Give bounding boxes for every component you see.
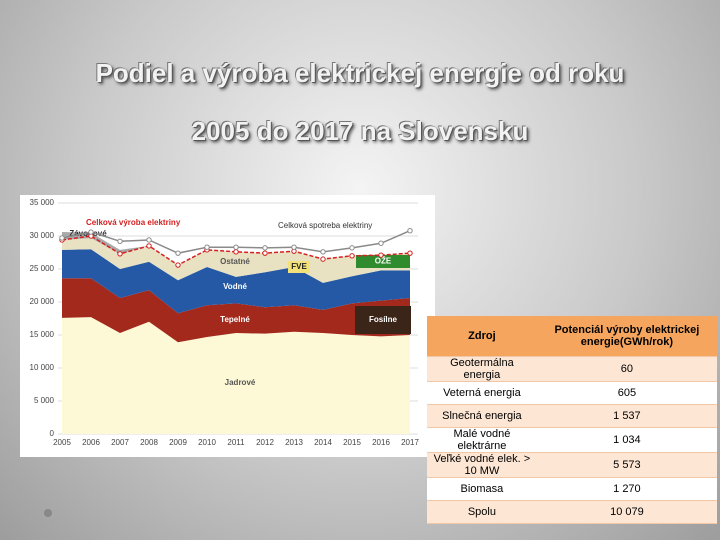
cell: 60 (536, 356, 717, 382)
y-tick-label: 15 000 (30, 330, 55, 339)
cell: Biomasa (427, 477, 537, 501)
annotation: Fosílne (369, 315, 398, 324)
cell: 1 270 (536, 477, 717, 501)
y-tick-label: 5 000 (34, 396, 55, 405)
annotation-box (356, 255, 410, 268)
area-label: Tepelné (220, 315, 250, 324)
header-row: Zdroj Potenciál výroby elektrickej energi… (427, 316, 717, 357)
marker (117, 238, 123, 244)
marker (88, 229, 94, 235)
cell: 10 079 (536, 500, 717, 524)
cell: Slnečná energia (427, 404, 537, 428)
marker (117, 251, 123, 257)
area-label: Ostatné (220, 257, 250, 266)
y-tick-label: 20 000 (30, 297, 55, 306)
annotation-box (288, 261, 310, 273)
x-tick-label: 2016 (372, 438, 390, 447)
row: Malé vodné elektrárne 1 034 (427, 427, 717, 453)
marker (378, 252, 384, 258)
x-tick-label: 2012 (256, 438, 274, 447)
x-tick-label: 2013 (285, 438, 303, 447)
x-tick-label: 2005 (53, 438, 71, 447)
header-cell: Potenciál výroby elektrickej energie(GWh… (536, 316, 717, 357)
x-tick-label: 2015 (343, 438, 361, 447)
cell: Malé vodné elektrárne (427, 427, 537, 453)
marker (233, 249, 239, 255)
annotation: OŽE (375, 257, 392, 266)
marker (320, 249, 326, 255)
marker (349, 253, 355, 259)
x-tick-label: 2017 (401, 438, 419, 447)
header-cell: Zdroj (427, 316, 537, 357)
marker (262, 250, 268, 256)
area (62, 278, 410, 343)
marker (146, 243, 152, 249)
cell: Spolu (427, 500, 537, 524)
marker (59, 235, 65, 241)
potential-table: Zdroj Potenciál výroby elektrickej energi… (427, 316, 717, 524)
marker (407, 250, 413, 256)
marker (407, 228, 413, 234)
annotation-box (355, 306, 411, 334)
row: Spolu 10 079 (427, 500, 717, 524)
cell: 605 (536, 381, 717, 405)
x-tick-label: 2011 (227, 438, 245, 447)
marker (146, 237, 152, 243)
x-tick-label: 2006 (82, 438, 100, 447)
row: Veterná energia 605 (427, 381, 717, 405)
x-tick-label: 2007 (111, 438, 129, 447)
title-line: 2005 do 2017 na Slovensku (191, 116, 529, 146)
y-tick-label: 30 000 (30, 231, 55, 240)
y-tick-label: 25 000 (30, 264, 55, 273)
cell: 5 573 (536, 452, 717, 478)
title-line: Podiel a výroba elektrickej energie od r… (95, 58, 625, 88)
x-tick-label: 2009 (169, 438, 187, 447)
marker (262, 245, 268, 251)
area (62, 237, 410, 283)
annotation: FVE (291, 262, 307, 271)
line-label: Celková spotreba elektriny (278, 221, 372, 230)
marker (175, 262, 181, 268)
y-tick-label: 10 000 (30, 363, 55, 372)
area (62, 232, 410, 266)
x-tick-label: 2014 (314, 438, 332, 447)
row: Geotermálna energia 60 (427, 356, 717, 382)
marker (349, 245, 355, 251)
marker (320, 256, 326, 262)
x-tick-label: 2010 (198, 438, 216, 447)
bullet (44, 509, 52, 517)
marker (378, 240, 384, 246)
row: Slnečná energia 1 537 (427, 404, 717, 428)
marker (175, 250, 181, 256)
cell: Geotermálna energia (427, 356, 537, 382)
area-label: Závodové (69, 229, 107, 238)
cell: 1 537 (536, 404, 717, 428)
line-label: Celková výroba elektriny (86, 218, 181, 227)
area-label: Jadrové (225, 378, 256, 387)
marker (233, 244, 239, 250)
y-tick-label: 35 000 (30, 198, 55, 207)
y-tick-label: 0 (50, 429, 55, 438)
row: Veľké vodné elek. > 10 MW 5 573 (427, 452, 717, 478)
cell: Veterná energia (427, 381, 537, 405)
area-label: Vodné (223, 282, 247, 291)
marker (291, 244, 297, 250)
row: Biomasa 1 270 (427, 477, 717, 501)
marker (204, 244, 210, 250)
x-tick-label: 2008 (140, 438, 158, 447)
cell: 1 034 (536, 427, 717, 453)
area (62, 317, 410, 434)
cell: Veľké vodné elek. > 10 MW (427, 452, 537, 478)
area (62, 249, 410, 314)
